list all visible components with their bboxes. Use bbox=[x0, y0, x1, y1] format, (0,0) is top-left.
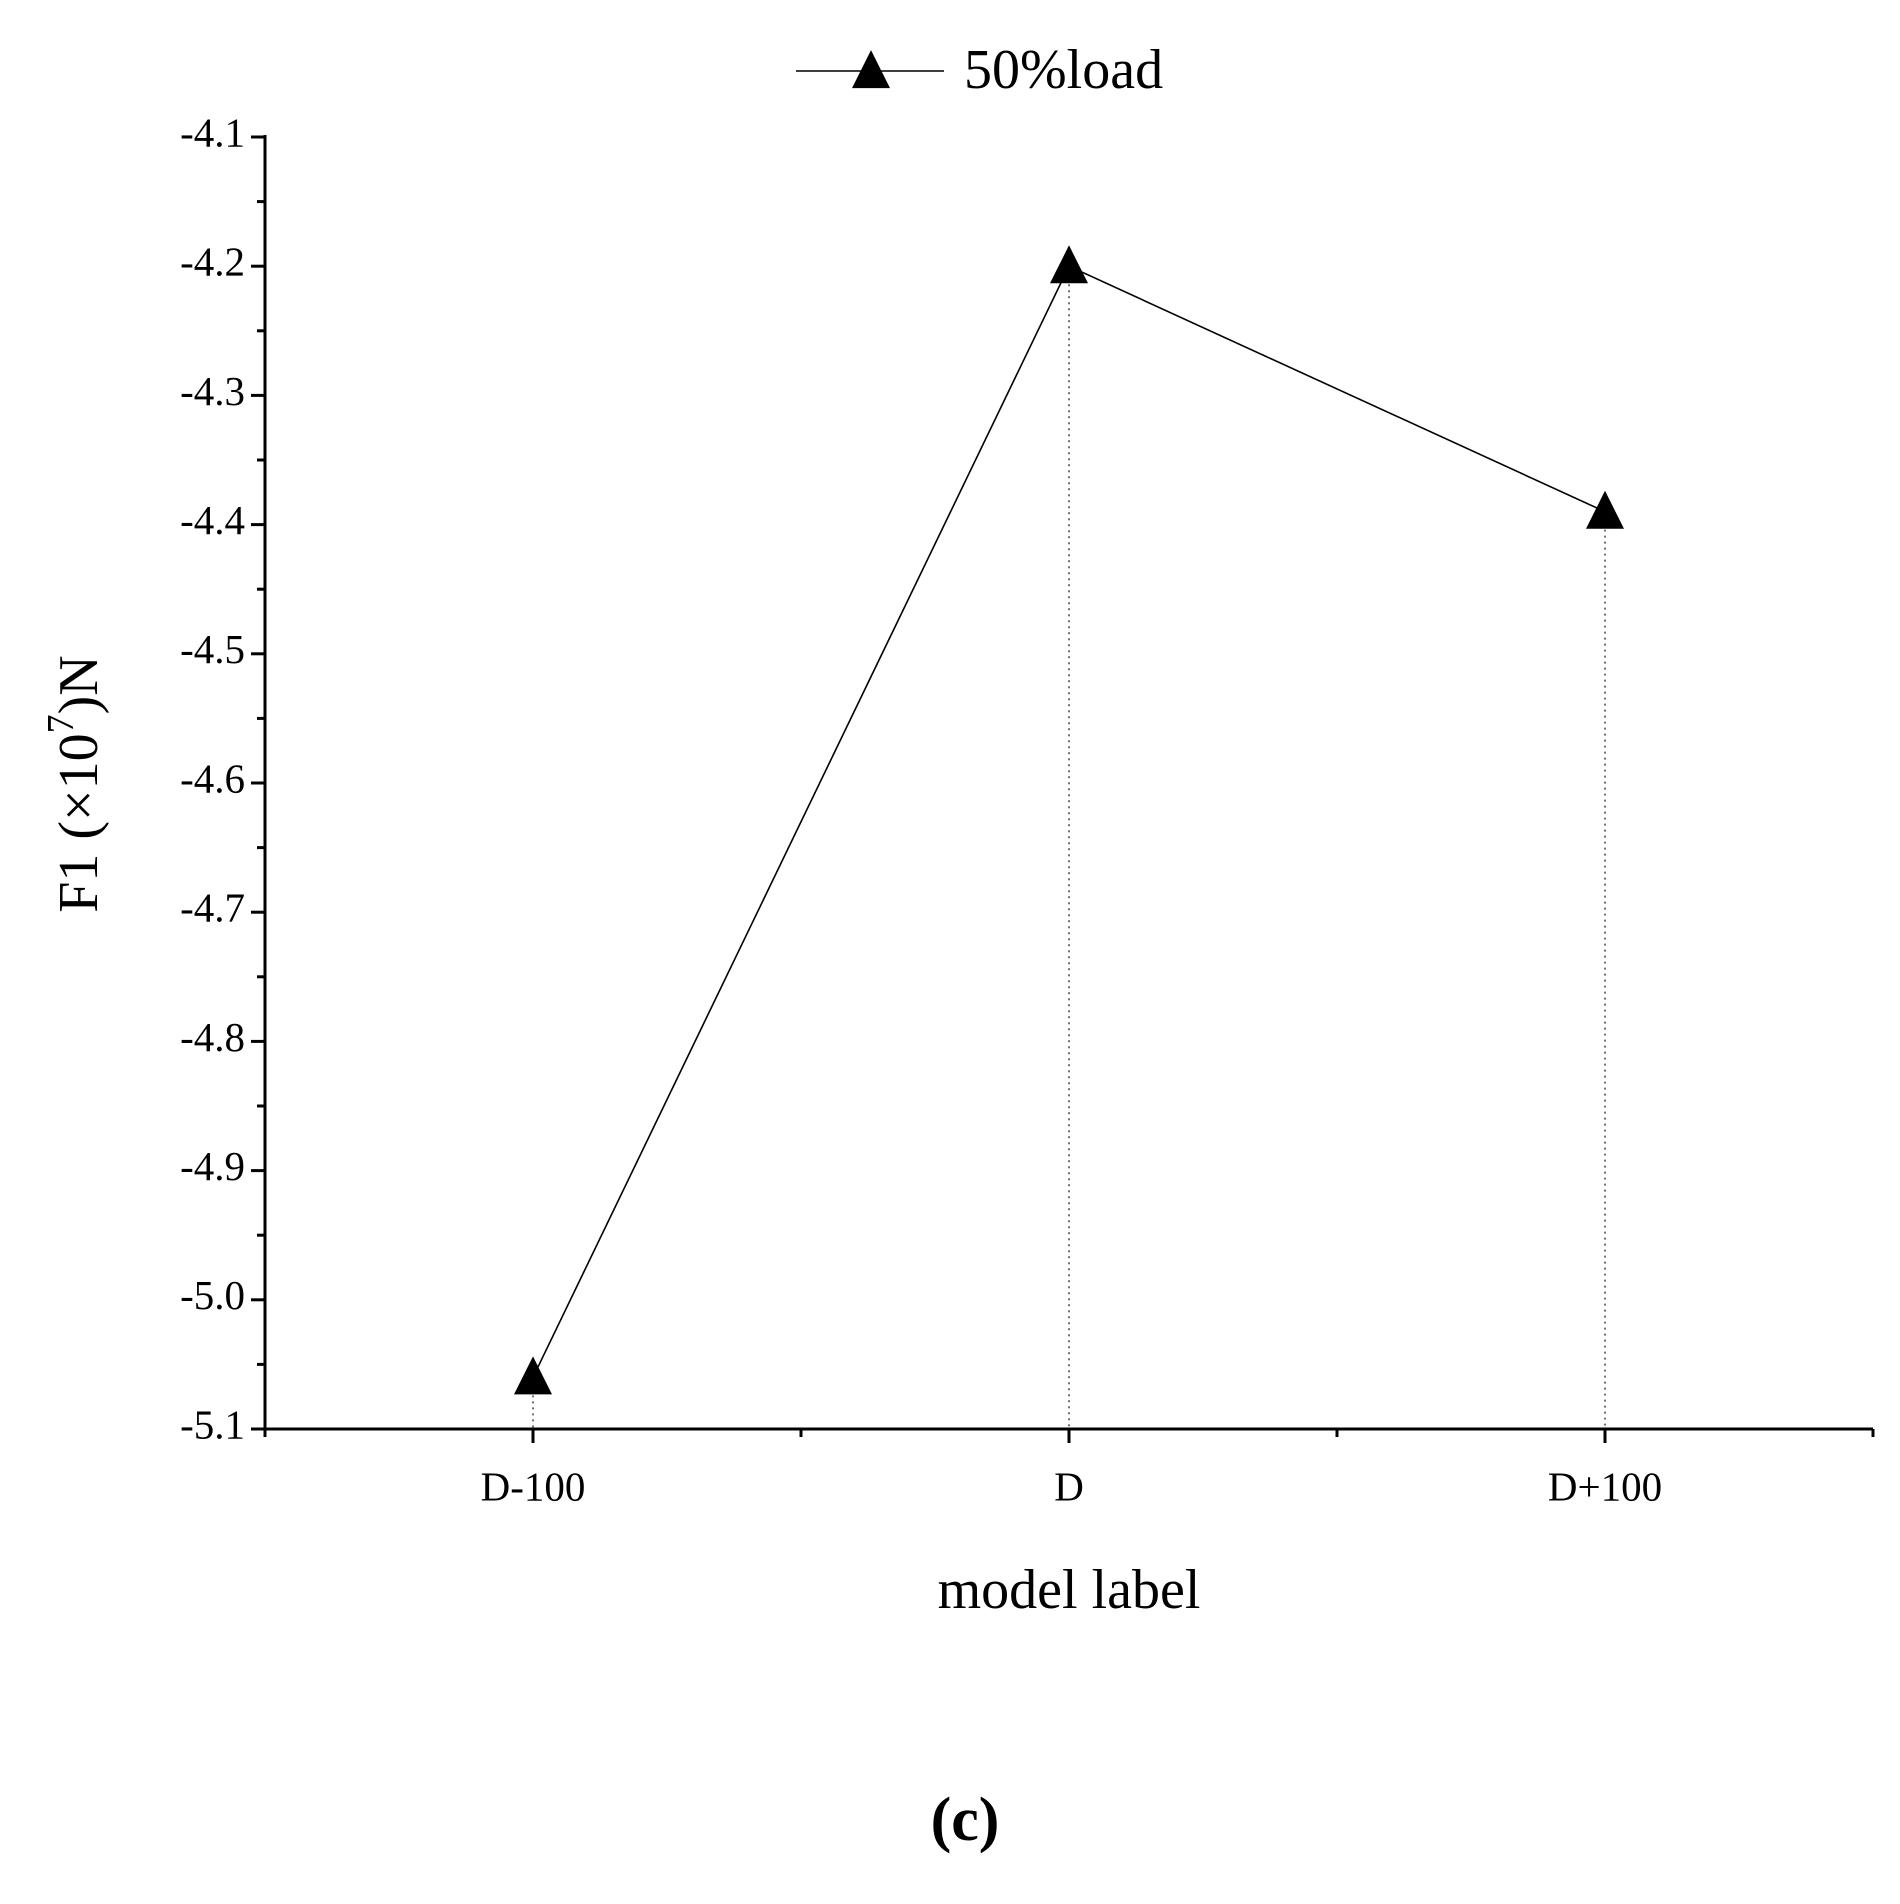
point-marker bbox=[1586, 490, 1624, 529]
point-marker bbox=[1050, 245, 1088, 284]
y-tick-label: -4.3 bbox=[180, 368, 245, 414]
x-tick-label: D-100 bbox=[481, 1463, 586, 1509]
y-tick-label: -5.0 bbox=[180, 1272, 245, 1318]
y-tick-label: -4.9 bbox=[180, 1143, 245, 1189]
y-tick-label: -4.5 bbox=[180, 626, 245, 672]
legend-marker bbox=[852, 50, 890, 89]
y-axis-title-suffix: )N bbox=[48, 655, 110, 714]
y-tick-label: -5.1 bbox=[180, 1401, 245, 1447]
y-axis-title: F1 (×107)N bbox=[40, 655, 110, 912]
x-axis-title: model label bbox=[938, 1559, 1201, 1621]
legend-label: 50%load bbox=[964, 39, 1163, 101]
y-tick-label: -4.6 bbox=[180, 755, 245, 801]
y-tick-label: -4.1 bbox=[180, 109, 245, 155]
y-tick-label: -4.8 bbox=[180, 1014, 245, 1060]
y-tick-label: -4.2 bbox=[180, 239, 245, 285]
y-tick-label: -4.4 bbox=[180, 497, 245, 543]
y-tick-label: -4.7 bbox=[180, 885, 245, 931]
point-marker bbox=[514, 1356, 552, 1395]
series-line bbox=[532, 265, 1606, 1378]
panel-label: (c) bbox=[931, 1786, 1000, 1854]
y-axis-title-superscript: 7 bbox=[40, 714, 82, 733]
x-tick-label: D bbox=[1054, 1463, 1084, 1509]
x-tick-label: D+100 bbox=[1548, 1463, 1662, 1509]
y-axis-title-main: F1 (×10 bbox=[48, 733, 110, 912]
